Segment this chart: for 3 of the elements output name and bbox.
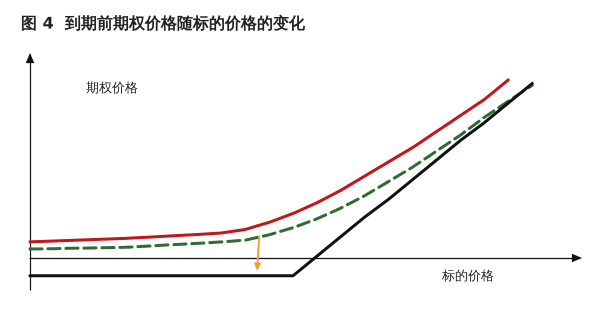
- y-axis-title: 期权价格: [86, 81, 138, 96]
- x-axis-title: 标的价格: [441, 269, 494, 284]
- chart-title: 图 4 到期前期权价格随标的价格的变化: [21, 14, 306, 32]
